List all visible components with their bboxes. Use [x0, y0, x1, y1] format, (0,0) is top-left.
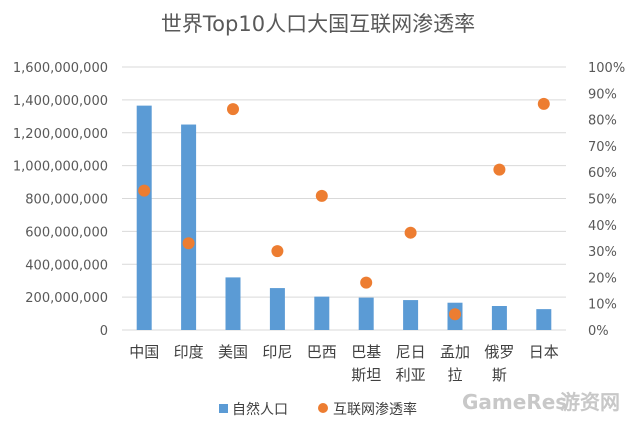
category-label: 巴基 [351, 343, 381, 361]
right-axis-tick-label: 70% [588, 140, 617, 155]
right-axis-tick-label: 10% [588, 298, 617, 313]
point-penetration [182, 237, 195, 250]
left-axis-tick-label: 1,200,000,000 [13, 127, 108, 142]
category-label: 日本 [529, 343, 559, 361]
population-bars [136, 105, 552, 330]
category-label: 利亚 [396, 366, 426, 384]
left-axis-tick-label: 600,000,000 [25, 225, 108, 240]
left-axis-tick-label: 400,000,000 [25, 258, 108, 273]
point-penetration [449, 308, 461, 321]
bar-population [491, 306, 507, 330]
legend-swatch-penetration [318, 403, 328, 413]
point-penetration [360, 276, 373, 289]
point-penetration [537, 97, 550, 110]
category-label: 中国 [129, 343, 159, 361]
right-axis-tick-label: 0% [588, 324, 609, 339]
point-penetration [271, 245, 284, 258]
legend-swatch-population [219, 404, 228, 413]
right-axis-tick-label: 20% [588, 271, 617, 286]
point-penetration [227, 103, 239, 116]
left-axis-tick-label: 200,000,000 [25, 291, 108, 306]
left-axis-tick-label: 800,000,000 [25, 193, 108, 208]
bar-population [536, 309, 552, 330]
left-axis-tick-label: 1,600,000,000 [13, 61, 108, 76]
right-axis-tick-label: 30% [588, 245, 617, 260]
right-axis-tick-label: 80% [588, 114, 617, 129]
category-label: 巴西 [307, 343, 337, 361]
category-label: 斯 [492, 366, 507, 384]
watermark: GameRes 游资网 [462, 390, 620, 414]
right-axis-ticks: 0% 10% 20% 30% 40% 50% 60% 70% 80% 90% 100% [588, 61, 625, 339]
penetration-dots [138, 97, 550, 321]
watermark-latin: GameRes [462, 390, 567, 414]
category-label: 俄罗 [484, 343, 514, 361]
category-label: 美国 [218, 343, 248, 361]
right-axis-tick-label: 50% [588, 193, 617, 208]
point-penetration [404, 226, 417, 239]
left-axis-tick-label: 0 [100, 324, 108, 339]
category-label: 尼日 [396, 343, 426, 361]
category-label: 印尼 [262, 343, 292, 361]
point-penetration [138, 184, 151, 197]
category-label: 孟加 [440, 343, 470, 361]
bar-population [358, 297, 374, 330]
bar-population [269, 288, 285, 330]
category-label: 拉 [447, 366, 462, 384]
legend-label-penetration: 互联网渗透率 [333, 401, 417, 418]
right-axis-tick-label: 90% [588, 87, 617, 102]
bar-population [403, 300, 419, 330]
bar-population [136, 105, 152, 330]
point-penetration [493, 163, 506, 176]
legend: 自然人口 互联网渗透率 [219, 401, 417, 418]
right-axis-tick-label: 100% [588, 61, 625, 76]
left-axis-tick-label: 1,000,000,000 [13, 160, 108, 175]
right-axis-tick-label: 60% [588, 166, 617, 181]
bar-population [314, 296, 330, 330]
left-axis-ticks: 0 200,000,000 400,000,000 600,000,000 800,00… [13, 61, 108, 339]
chart-title: 世界Top10人口大国互联网渗透率 [161, 12, 475, 36]
right-axis-tick-label: 40% [588, 219, 617, 234]
left-axis-tick-label: 1,400,000,000 [13, 94, 108, 109]
bar-population [225, 277, 241, 330]
category-label: 斯坦 [351, 366, 381, 384]
watermark-cn: 游资网 [560, 390, 620, 414]
point-penetration [315, 189, 328, 202]
category-label: 印度 [174, 343, 204, 361]
legend-label-population: 自然人口 [232, 401, 288, 418]
bar-population [181, 124, 197, 330]
